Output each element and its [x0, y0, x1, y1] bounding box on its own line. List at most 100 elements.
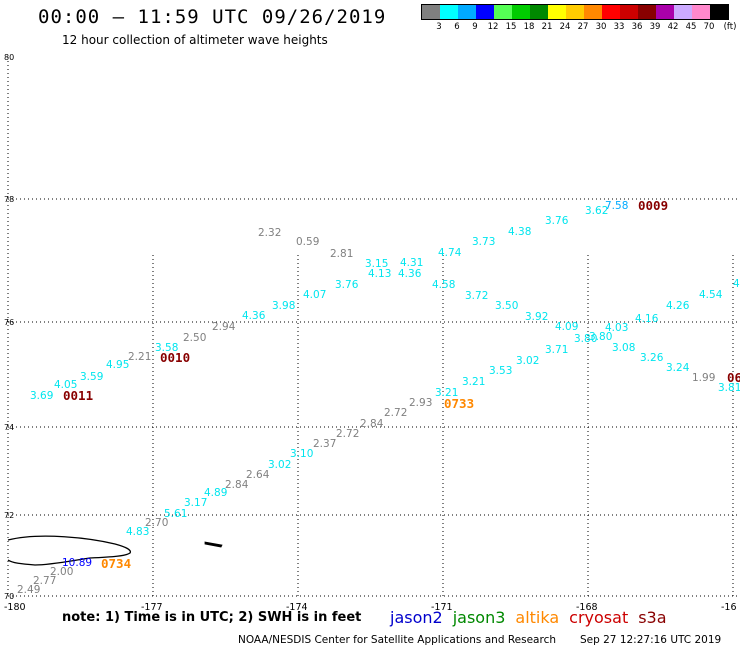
- legend-swatch: [494, 5, 512, 19]
- wave-height-value: 3.02: [268, 459, 291, 471]
- wave-height-value: 4.16: [635, 313, 659, 325]
- wave-height-value: 4.03: [605, 322, 628, 334]
- satellite-name: altika: [515, 608, 560, 627]
- legend-label: 15: [505, 22, 517, 32]
- legend-label: 30: [595, 22, 607, 32]
- wave-height-value: 3.21: [462, 376, 485, 388]
- longitude-tick-label: -174: [286, 602, 308, 613]
- legend-label: 39: [649, 22, 661, 32]
- wave-height-value: 3.02: [516, 355, 539, 367]
- wave-height-value: 3.26: [640, 352, 664, 364]
- legend-swatch: [602, 5, 620, 19]
- latitude-tick-label: 72: [4, 511, 14, 520]
- footer-note: note: 1) Time is in UTC; 2) SWH is in fe…: [62, 610, 362, 625]
- credit-text: NOAA/NESDIS Center for Satellite Applica…: [238, 634, 556, 646]
- wave-height-value: 4.74: [438, 247, 462, 259]
- wave-height-value: 2.77: [33, 575, 56, 587]
- legend-swatch: [692, 5, 710, 19]
- wave-height-value: 3.59: [80, 371, 103, 383]
- wave-height-value: 3.81: [718, 382, 740, 394]
- axis-tick-labels: -180 -177 -174 -171 -168 -16 80 78 76 74 72 70: [4, 53, 737, 613]
- longitude-tick-label: -177: [141, 602, 163, 613]
- wave-height-value: 3.73: [472, 236, 495, 248]
- legend-swatch: [674, 5, 692, 19]
- wave-height-value: 4.05: [54, 379, 77, 391]
- wave-height-value: 4: [733, 278, 740, 290]
- wave-height-value: 2.72: [384, 407, 407, 419]
- legend-swatch: [476, 5, 494, 19]
- wave-height-value: 3.21: [435, 387, 458, 399]
- pass-time-label: 0009: [638, 198, 668, 213]
- wave-height-value: 3.15: [365, 258, 388, 270]
- wave-height-value: 3.62: [585, 205, 608, 217]
- legend-label: 33: [613, 22, 625, 32]
- pass-time-label: 0733: [444, 396, 474, 411]
- wave-height-value: 4.36: [242, 310, 266, 322]
- wave-height-value: 4.36: [398, 268, 422, 280]
- wave-height-value: 3.53: [489, 365, 512, 377]
- legend-label: 9: [472, 22, 478, 32]
- wave-height-value: 3.17: [184, 497, 207, 509]
- wave-height-value: 2.00: [50, 566, 73, 578]
- legend-label: 36: [631, 22, 643, 32]
- wave-height-value: 4.83: [126, 526, 149, 538]
- wave-height-value: 10.89: [62, 557, 92, 569]
- longitude-tick-label: -16: [721, 602, 737, 613]
- legend-label: 6: [454, 22, 460, 32]
- wave-height-value: 3.98: [272, 300, 295, 312]
- legend-swatch: [710, 5, 728, 19]
- legend-swatch: [548, 5, 566, 19]
- wave-height-value: 4.38: [508, 226, 531, 238]
- legend-swatch: [638, 5, 656, 19]
- wave-height-value: 2.37: [313, 438, 336, 450]
- legend-unit: (ft): [723, 22, 737, 32]
- graticule: [7, 57, 740, 597]
- legend-label: 70: [703, 22, 715, 32]
- wave-height-value: 2.64: [246, 469, 270, 481]
- latitude-tick-label: 74: [4, 423, 14, 432]
- satellite-name: jason3: [452, 608, 506, 627]
- wave-height-value: 3.80: [574, 333, 597, 345]
- wave-height-value: 0.59: [296, 236, 319, 248]
- wave-height-value: 2.21: [128, 351, 151, 363]
- legend-swatch: [530, 5, 548, 19]
- satellite-name: cryosat: [569, 608, 629, 627]
- wave-height-value: 3.92: [525, 311, 548, 323]
- wave-height-value: 3.72: [465, 290, 488, 302]
- wave-height-value: 7.58: [605, 200, 628, 212]
- legend-label: 21: [541, 22, 553, 32]
- legend-label: 18: [523, 22, 535, 32]
- pass-time-label: 0010: [160, 350, 190, 365]
- wave-height-value: 4.26: [666, 300, 690, 312]
- legend-swatch: [584, 5, 602, 19]
- wave-height-value: 5.61: [164, 508, 187, 520]
- wave-height-value: 4.54: [699, 289, 723, 301]
- wave-height-value: 3.76: [545, 215, 569, 227]
- legend-label: 42: [667, 22, 679, 32]
- legend-label: 45: [685, 22, 697, 32]
- legend-swatch: [440, 5, 458, 19]
- latitude-tick-label: 76: [4, 318, 14, 327]
- legend-label: 27: [577, 22, 589, 32]
- legend-swatches: [421, 4, 729, 20]
- wave-height-value: 3.08: [612, 342, 635, 354]
- wave-height-value: 4.07: [303, 289, 326, 301]
- wave-height-value: 3.10: [290, 448, 313, 460]
- latitude-tick-label: 78: [4, 195, 14, 204]
- latitude-tick-label: 70: [4, 592, 14, 601]
- wave-height-value: 3.76: [335, 279, 359, 291]
- wave-height-value: 3.71: [545, 344, 568, 356]
- pass-time-label: 0011: [63, 388, 93, 403]
- pass-time-label: 0734: [101, 556, 131, 571]
- legend-swatch: [566, 5, 584, 19]
- legend-swatch: [458, 5, 476, 19]
- wave-height-value: 2.32: [258, 227, 281, 239]
- wave-height-value: 4.09: [555, 321, 578, 333]
- wave-height-value: 4.31: [400, 257, 423, 269]
- legend-label: 12: [487, 22, 499, 32]
- satellite-legend: jason2 jason3 altika cryosat s3a: [390, 608, 677, 627]
- wave-height-value: 3.58: [155, 342, 178, 354]
- wave-height-value: 2.93: [409, 397, 432, 409]
- latitude-tick-label: 80: [4, 53, 14, 62]
